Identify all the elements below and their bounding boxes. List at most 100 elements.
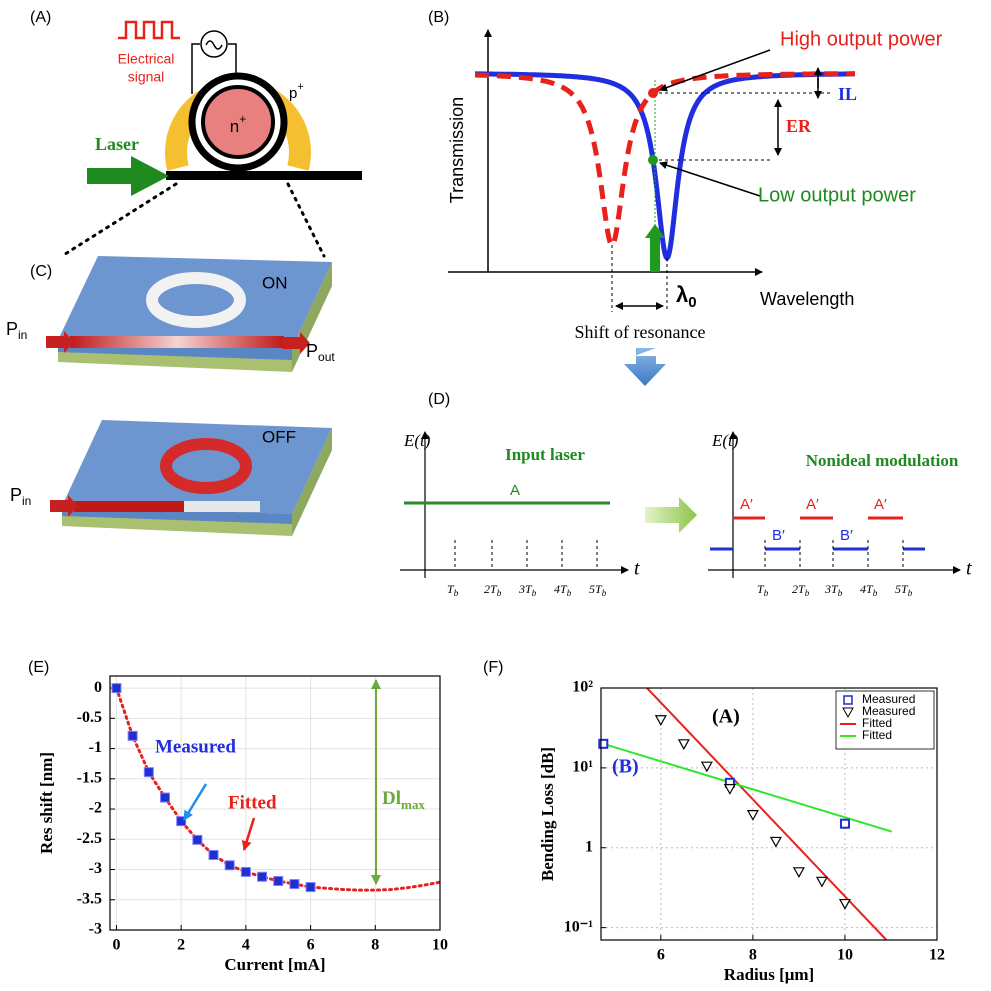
y-tick-label: 0 xyxy=(94,679,102,696)
time-tick-base: 4T xyxy=(860,582,874,596)
pin-label: Pin xyxy=(6,319,27,342)
high-point xyxy=(648,88,658,98)
y-axis-label: Res shift [nm] xyxy=(37,752,56,854)
y-axis-label: Transmission xyxy=(447,97,467,203)
plot-frame xyxy=(600,687,938,941)
time-tick-base: 5T xyxy=(589,582,603,596)
panel-label: (E) xyxy=(28,659,49,676)
panel-label: (F) xyxy=(483,659,503,676)
source-symbol xyxy=(205,40,223,50)
annotation-sub: max xyxy=(401,797,425,812)
time-tick-label: 4Tb xyxy=(860,582,878,598)
lambda-base: λ xyxy=(676,282,688,307)
low-point xyxy=(648,155,658,165)
signal-label: Electrical xyxy=(118,51,175,67)
y-tick-label: -3 xyxy=(89,921,102,938)
low-label: Low output power xyxy=(758,184,916,206)
n-sup: + xyxy=(239,112,246,126)
time-tick-base: T xyxy=(447,582,455,596)
x-tick-label: 6 xyxy=(307,937,315,954)
marker xyxy=(654,715,667,727)
pout-base: P xyxy=(306,341,318,361)
annotation-base: Dl xyxy=(382,788,401,809)
slab-top xyxy=(58,256,332,348)
marker xyxy=(160,792,170,803)
legend-swatch xyxy=(842,707,854,719)
level-label: A xyxy=(510,482,520,499)
marker xyxy=(208,850,219,861)
marker xyxy=(240,866,251,877)
ring-off xyxy=(160,438,252,494)
resonance-lines xyxy=(611,245,668,312)
chart-e: (E) 0 -0.5 -1 -1.5 -2 -2.5 -3 -3.5 -3 0 2 4 6 8 10 Curr… xyxy=(28,659,448,974)
time-tick-base: 3T xyxy=(518,582,533,596)
time-tick-label: 5Tb xyxy=(895,582,913,598)
y-tick-label: -2.5 xyxy=(77,830,102,847)
legend-label: Measured xyxy=(862,704,915,718)
off-label: OFF xyxy=(262,427,296,446)
panel-d: (D) E(t) t Input laser A Tb 2Tb 3Tb 4Tb 5Tb … xyxy=(400,391,972,598)
lambda-label: λ0 xyxy=(676,282,697,311)
pout-sub: out xyxy=(318,350,335,364)
annotation: Fitted xyxy=(228,792,277,813)
x-tick-label: 6 xyxy=(657,947,665,964)
tick-group: Tb 2Tb 3Tb 4Tb 5Tb xyxy=(757,540,913,598)
marker xyxy=(723,784,736,795)
x-tick-label: 10 xyxy=(837,947,853,964)
y-tick-label: 10¹ xyxy=(572,759,593,776)
x-axis-label: Radius [μm] xyxy=(724,965,814,984)
marker xyxy=(700,761,713,773)
legend-label: Measured xyxy=(862,692,915,706)
p-label: p+ xyxy=(289,81,304,102)
light-arrow xyxy=(50,495,78,517)
x-tick-label: 12 xyxy=(929,947,945,964)
panel-label: (C) xyxy=(30,263,52,280)
time-tick-base: 4T xyxy=(554,582,568,596)
annotation: Measured xyxy=(155,736,236,757)
y-tick-label: -0.5 xyxy=(77,709,102,726)
annotation-arrow xyxy=(182,783,208,821)
wire xyxy=(191,43,237,94)
marker xyxy=(192,834,203,845)
x-tick-label: 4 xyxy=(242,937,250,954)
time-tick-sub: b xyxy=(454,588,459,598)
pin-base: P xyxy=(10,485,22,505)
y-tick-label: 10² xyxy=(572,679,593,696)
signal-wave xyxy=(118,20,180,40)
time-tick-sub: b xyxy=(567,588,572,598)
pointer xyxy=(659,161,761,197)
level-lines xyxy=(653,92,832,161)
n-label: n+ xyxy=(230,112,246,136)
panel-label: (A) xyxy=(30,9,51,26)
marker xyxy=(273,876,284,887)
marker xyxy=(769,836,782,848)
x-tick-label: 8 xyxy=(749,947,757,964)
marker xyxy=(143,767,154,778)
waveguide-on xyxy=(70,336,284,348)
plot-frame xyxy=(109,675,441,931)
y-tick-label: -1.5 xyxy=(77,769,102,786)
p-sup: + xyxy=(297,81,303,93)
slab-top xyxy=(62,420,332,514)
transmission-curve xyxy=(475,71,855,262)
plot xyxy=(602,688,892,940)
y-tick-label: -2 xyxy=(89,800,102,817)
marker xyxy=(838,898,851,910)
n-region xyxy=(201,85,275,159)
panel-label: (D) xyxy=(428,391,450,408)
laser-label: Laser xyxy=(95,134,139,154)
time-tick-sub: b xyxy=(532,588,537,598)
y-tick-label: -1 xyxy=(89,739,102,756)
time-tick-base: 2T xyxy=(484,582,498,596)
marker xyxy=(305,882,316,893)
time-tick-label: 3Tb xyxy=(518,582,537,598)
p-base: p xyxy=(289,85,297,102)
tick-group: Tb 2Tb 3Tb 4Tb 5Tb xyxy=(447,540,607,598)
marker xyxy=(839,818,850,829)
il-label: IL xyxy=(838,84,857,104)
annotation: Dlmax xyxy=(382,788,425,812)
y-tick-label: -3.5 xyxy=(77,890,102,907)
time-tick-label: 2Tb xyxy=(792,582,810,598)
